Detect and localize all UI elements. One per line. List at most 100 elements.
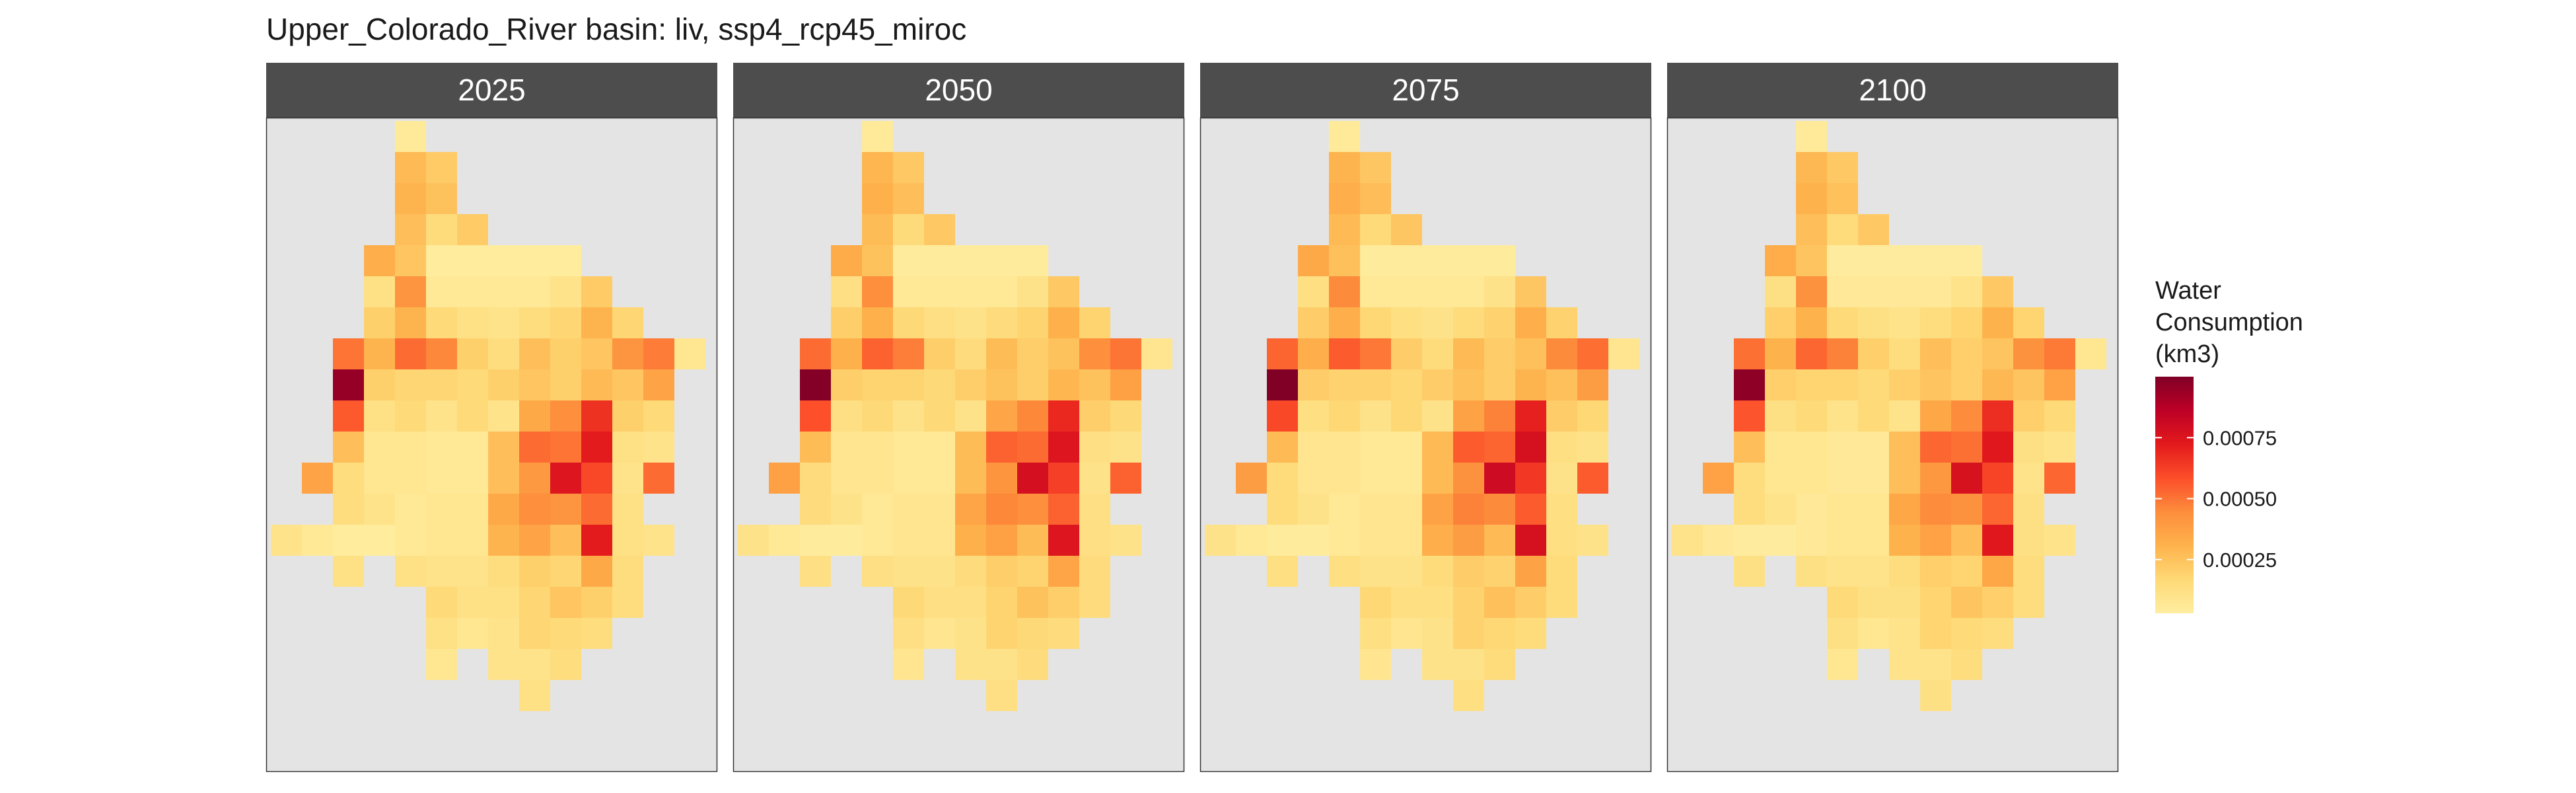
heatmap-cell (1827, 432, 1858, 463)
heatmap-cell (395, 369, 426, 400)
heatmap-cell (1391, 369, 1422, 400)
heatmap-cell (457, 463, 488, 494)
heatmap-cell (862, 400, 893, 432)
heatmap-cell (1858, 618, 1889, 649)
heatmap-cell (550, 618, 581, 649)
heatmap-cell (893, 525, 924, 556)
heatmap-cell (1982, 432, 2013, 463)
heatmap-cell (955, 400, 986, 432)
heatmap-cell (1422, 463, 1453, 494)
panel-border (266, 117, 718, 773)
heatmap-cell (1765, 494, 1796, 525)
heatmap-cell (1920, 556, 1951, 587)
heatmap-cell (1391, 494, 1422, 525)
heatmap-cell (426, 276, 457, 307)
heatmap-cell (2013, 338, 2044, 369)
heatmap-cell (1298, 276, 1329, 307)
heatmap-cell (1889, 432, 1920, 463)
heatmap-cell (519, 587, 550, 618)
heatmap-cell (457, 276, 488, 307)
heatmap-cell (1298, 525, 1329, 556)
heatmap-cell (1920, 369, 1951, 400)
heatmap-cell (1329, 525, 1360, 556)
heatmap-cell (1484, 525, 1515, 556)
heatmap-cell (1796, 338, 1827, 369)
heatmap-cell (519, 618, 550, 649)
heatmap-cell (1796, 432, 1827, 463)
heatmap-cell (550, 307, 581, 338)
heatmap-cell (1734, 556, 1765, 587)
heatmap-cell (2044, 525, 2075, 556)
heatmap-cell (1453, 587, 1484, 618)
heatmap-cell (1422, 432, 1453, 463)
heatmap-cell (862, 276, 893, 307)
heatmap-cell (1484, 494, 1515, 525)
heatmap-cell (1079, 400, 1110, 432)
heatmap-cell (1982, 587, 2013, 618)
heatmap-cell (800, 525, 831, 556)
heatmap-cell (924, 618, 955, 649)
heatmap-cell (1734, 463, 1765, 494)
heatmap-cell (1889, 494, 1920, 525)
heatmap-cell (1734, 369, 1765, 400)
heatmap-cell (1453, 369, 1484, 400)
heatmap-cell (1920, 587, 1951, 618)
heatmap-cell (519, 463, 550, 494)
heatmap-cell (1765, 400, 1796, 432)
heatmap-cell (1484, 276, 1515, 307)
heatmap-cell (955, 618, 986, 649)
heatmap-cell (1796, 307, 1827, 338)
heatmap-cell (986, 432, 1017, 463)
heatmap-cell (1827, 525, 1858, 556)
heatmap-cell (1329, 400, 1360, 432)
heatmap-cell (1360, 152, 1391, 183)
heatmap-cell (862, 494, 893, 525)
heatmap-cell (1546, 463, 1577, 494)
heatmap-cell (1329, 338, 1360, 369)
heatmap-cell (1267, 400, 1298, 432)
heatmap-cell (1827, 214, 1858, 245)
heatmap-cell (1515, 618, 1546, 649)
heatmap-cell (1889, 649, 1920, 680)
heatmap-cell (1360, 338, 1391, 369)
heatmap-cell (550, 494, 581, 525)
heatmap-cell (1827, 276, 1858, 307)
heatmap-cell (1734, 494, 1765, 525)
heatmap-cell (924, 338, 955, 369)
heatmap-cell (1422, 556, 1453, 587)
heatmap-cell (1982, 338, 2013, 369)
heatmap-cell (426, 494, 457, 525)
heatmap-cell (643, 463, 674, 494)
heatmap-cell (1920, 494, 1951, 525)
heatmap-cell (1858, 587, 1889, 618)
heatmap-cell (986, 276, 1017, 307)
heatmap-cell (1484, 463, 1515, 494)
heatmap-cell (1110, 463, 1141, 494)
heatmap-cell (800, 463, 831, 494)
heatmap-cell (893, 400, 924, 432)
heatmap-cell (893, 556, 924, 587)
heatmap-cell (1827, 556, 1858, 587)
heatmap-cell (395, 338, 426, 369)
heatmap-cell (831, 525, 862, 556)
heatmap-cell (550, 245, 581, 276)
heatmap-cell (1920, 338, 1951, 369)
heatmap-cell (800, 400, 831, 432)
heatmap-cell (1110, 369, 1141, 400)
heatmap-cell (1298, 307, 1329, 338)
heatmap-cell (1453, 680, 1484, 711)
heatmap-cell (1889, 276, 1920, 307)
heatmap-cell (1982, 307, 2013, 338)
heatmap-cell (955, 245, 986, 276)
heatmap-cell (1515, 463, 1546, 494)
heatmap-cell (1422, 618, 1453, 649)
heatmap-cell (519, 276, 550, 307)
heatmap-cell (395, 432, 426, 463)
facet-strip (1200, 63, 1651, 118)
heatmap-cell (1391, 214, 1422, 245)
heatmap-cell (1453, 618, 1484, 649)
heatmap-cell (986, 400, 1017, 432)
heatmap-cell (893, 183, 924, 214)
heatmap-cell (1391, 587, 1422, 618)
heatmap-cell (333, 494, 364, 525)
